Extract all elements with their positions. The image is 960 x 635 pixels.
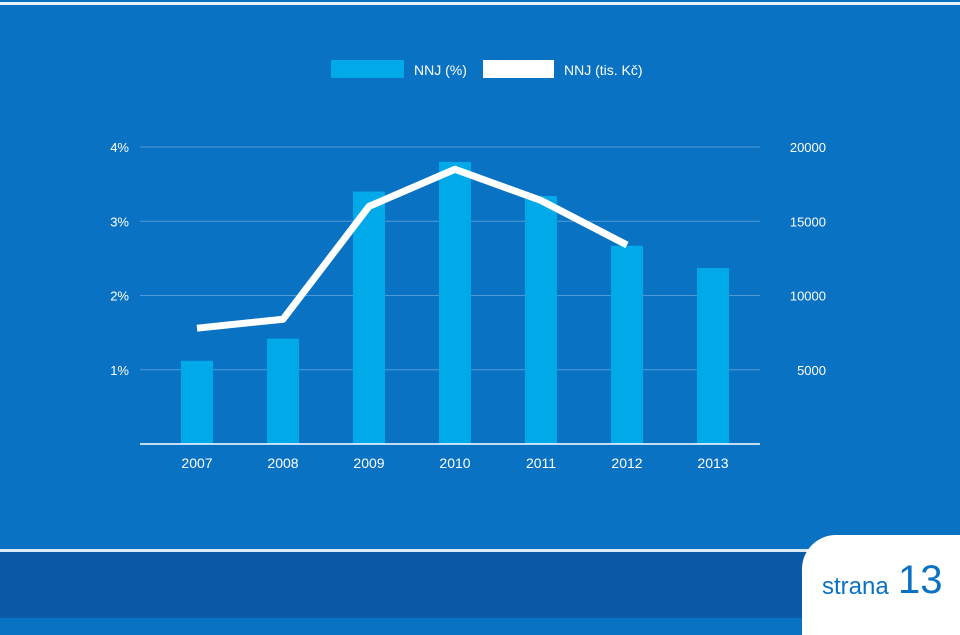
x-tick-label: 2008 [267, 455, 298, 471]
y-left-tick-label: 3% [110, 214, 129, 229]
legend-label-bar: NNJ (%) [414, 62, 467, 78]
bar [353, 192, 385, 444]
y-right-tick-label: 5000 [797, 363, 826, 378]
bar [267, 339, 299, 444]
legend-swatch-bar [331, 60, 404, 78]
x-tick-label: 2012 [611, 455, 642, 471]
page-number: 13 [898, 558, 943, 603]
y-right-tick-label: 20000 [790, 140, 826, 155]
legend-label-line: NNJ (tis. Kč) [564, 62, 643, 78]
x-tick-label: 2010 [439, 455, 470, 471]
legend-swatch-line [483, 60, 554, 78]
y-left-tick-label: 1% [110, 363, 129, 378]
x-tick-label: 2007 [181, 455, 212, 471]
line-series [197, 169, 627, 328]
x-tick-label: 2009 [353, 455, 384, 471]
chart: 1% 2% 3% 4% 5000 10000 15000 20000 2007 2008 2009 2… [0, 0, 960, 540]
bars [181, 162, 729, 444]
x-tick-label: 2013 [697, 455, 728, 471]
bar [181, 361, 213, 444]
legend: NNJ (%) NNJ (tis. Kč) [331, 60, 643, 78]
y-left-tick-label: 2% [110, 289, 129, 304]
x-tick-label: 2011 [526, 455, 556, 471]
bar [439, 162, 471, 444]
bar [611, 246, 643, 444]
y-right-tick-label: 15000 [790, 214, 826, 229]
page-label: strana [822, 573, 889, 601]
y-left-tick-label: 4% [110, 140, 129, 155]
line-series-path [197, 169, 627, 328]
y-right-tick-label: 10000 [790, 289, 826, 304]
bar [525, 196, 557, 444]
bar [697, 268, 729, 444]
